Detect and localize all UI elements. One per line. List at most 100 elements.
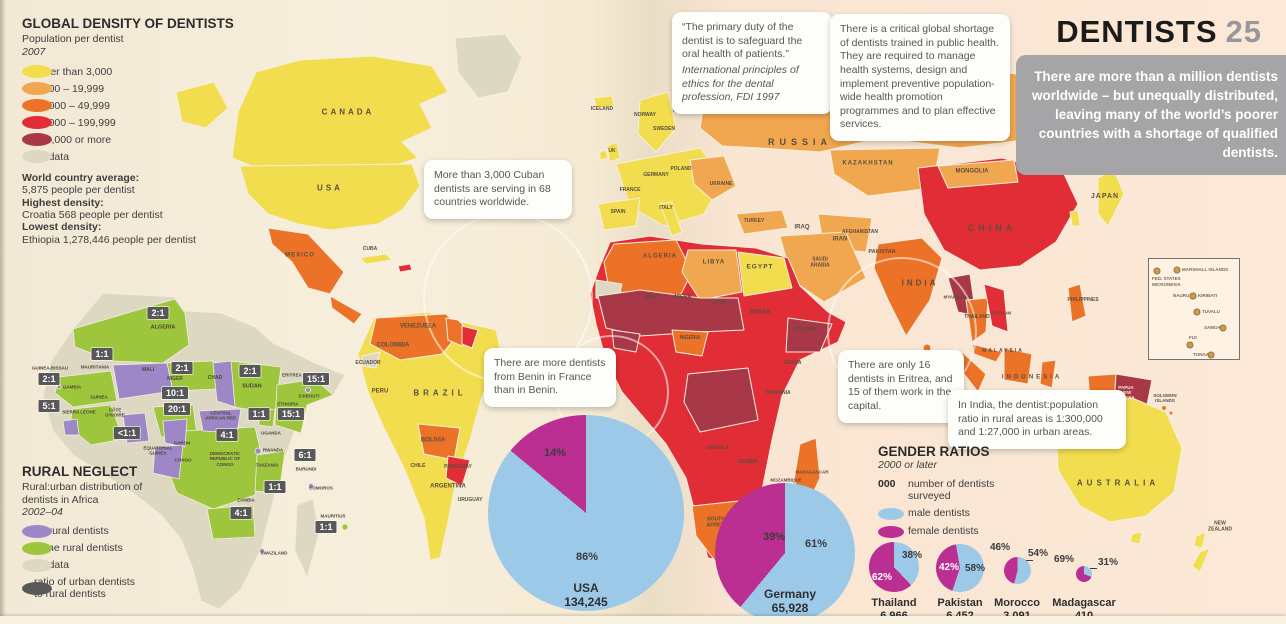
female-label: female dentists — [908, 525, 979, 538]
pacific-inset-box: MARSHALL ISLANDS FED. STATES MICRONESIA … — [1148, 258, 1240, 360]
map-country-label: AUSTRALIA — [1076, 478, 1160, 488]
country-mongolia — [937, 159, 1019, 189]
map-country-label: CUBA — [362, 246, 378, 253]
map-country-label: SOLOMON ISLANDS — [1153, 392, 1177, 403]
country-alaska — [175, 81, 229, 129]
callout-india: In India, the dentist:population ratio i… — [948, 390, 1126, 449]
island-label: SAMOA — [1204, 325, 1221, 330]
legend-item: fewer than 3,000 — [22, 65, 252, 79]
map-country-label: IRAQ — [794, 224, 810, 231]
map-country-label: VENEZUELA — [399, 323, 437, 330]
map-country-label: ECUADOR — [355, 360, 381, 367]
ratio-badge: 2:1 — [239, 365, 261, 377]
legend-swatch — [22, 150, 52, 164]
pie-germany-total: 65,928 — [771, 601, 809, 616]
pie-madagascar-leader — [1090, 568, 1097, 569]
summary-text: There are more than a million dentists w… — [1031, 69, 1278, 160]
map-country-label: ANGOLA — [707, 445, 729, 452]
inset-gambia-dot — [56, 384, 62, 390]
pie-madagascar-female-pct: 69% — [1054, 554, 1075, 565]
india-text: In India, the dentist:population ratio i… — [958, 399, 1103, 439]
map-country-label: PAPUA NEW GUINEA — [1117, 385, 1135, 401]
map-country-label: PHILIPPINES — [1067, 297, 1099, 304]
density-stat-value: Ethiopia 1,278,446 people per dentist — [22, 233, 196, 246]
density-stat-label: Lowest density: — [22, 221, 102, 234]
legend-swatch — [22, 82, 52, 96]
density-stat-value: Croatia 568 people per dentist — [22, 209, 163, 222]
legend-item: ratio of urban dentists to rural dentist… — [22, 576, 182, 600]
map-country-label: ZAMBIA — [738, 459, 758, 466]
map-country-label: SOUTH AFRICA — [706, 516, 726, 528]
male-label: male dentists — [908, 507, 970, 520]
callout-eritrea: There are only 16 dentists in Eritrea, a… — [838, 350, 964, 423]
country-ethiopia — [785, 317, 833, 353]
pie-pakistan-male-pct: 58% — [965, 563, 986, 574]
map-country-label: KAZAKHSTAN — [842, 160, 894, 167]
gender-ratios-title: GENDER RATIOS — [878, 444, 990, 459]
pie-thailand-figure: 38% 62% Thailand 6,966 — [860, 540, 928, 624]
island-dot — [1153, 267, 1161, 275]
island-label: TONGA — [1193, 352, 1210, 357]
map-country-label: TURKEY — [743, 218, 765, 225]
pie-usa-female-pct: 14% — [544, 447, 567, 459]
map-country-label: GERMANY — [643, 172, 669, 179]
legend-swatch — [22, 65, 52, 79]
inset-country-label: CENTRAL AFRICAN REP. — [205, 410, 237, 421]
legend-item-label: 200,000 or more — [34, 133, 112, 146]
island-dot — [1173, 266, 1181, 274]
country-egypt — [737, 251, 793, 297]
gender-ratios-year: 2000 or later — [878, 459, 937, 471]
pie-madagascar-male-pct: 31% — [1098, 557, 1119, 568]
ratio-badge: 2:1 — [147, 307, 169, 319]
pie-thailand-female-pct: 62% — [872, 572, 893, 583]
density-legend: GLOBAL DENSITY OF DENTISTS Population pe… — [22, 16, 252, 246]
legend-swatch — [22, 116, 52, 130]
inset-cameroon-purple — [162, 418, 188, 448]
inset-country-label: BURUNDI — [295, 466, 317, 472]
ratio-badge: 1:1 — [248, 408, 270, 420]
pie-germany-name: Germany — [763, 587, 817, 601]
pie-germany-caption: Germany 65,928 — [740, 587, 840, 616]
inset-country-label: RWANDA — [262, 447, 284, 453]
map-country-label: CHINA — [967, 222, 1017, 233]
pie-madagascar-figure: 69% 31% Madagascar 410 — [1046, 540, 1122, 624]
eritrea-text: There are only 16 dentists in Eritrea, a… — [848, 359, 953, 412]
country-libya — [681, 249, 743, 301]
density-stat: Highest density: Croatia 568 people per … — [22, 197, 252, 222]
country-ireland — [599, 149, 609, 161]
pie-morocco-leader — [1026, 560, 1033, 561]
island-dot — [1193, 308, 1201, 316]
inset-country-label: UGANDA — [261, 430, 281, 436]
pie-morocco-figure: 46% 54% Morocco 3,091 — [988, 540, 1048, 624]
density-stat: Lowest density: Ethiopia 1,278,446 peopl… — [22, 221, 252, 246]
pie-madagascar — [1076, 566, 1092, 582]
map-country-label: ARGENTINA — [430, 483, 466, 490]
country-greenland — [454, 33, 523, 99]
map-country-label: FRANCE — [619, 187, 641, 194]
callout-cuba: More than 3,000 Cuban dentists are servi… — [424, 160, 572, 219]
inset-country-label: SIERRA LEONE — [62, 409, 96, 415]
ratio-badge: 5:1 — [38, 400, 60, 412]
region-central-america — [329, 295, 363, 325]
legend-item: 50,000 – 199,999 — [22, 116, 252, 130]
rural-neglect-subtitle: Rural:urban distribution of dentists in … — [22, 481, 143, 506]
map-country-label: ETHIOPIA — [794, 327, 818, 334]
map-country-label: KENYA — [784, 360, 802, 367]
map-country-label: CHAD — [711, 298, 727, 305]
map-country-label: UK — [608, 148, 616, 155]
rural-neglect-items: no rural dentists some rural dentists no… — [22, 524, 182, 600]
map-country-label: USA — [317, 183, 343, 193]
country-mexico — [267, 227, 345, 295]
map-country-label: MALI — [644, 294, 660, 301]
callout-shortage: There is a critical global shortage of d… — [830, 14, 1010, 142]
map-country-label: THAILAND — [964, 314, 990, 321]
country-india — [873, 237, 943, 337]
inset-djibouti-dot — [305, 387, 311, 393]
legend-swatch — [22, 133, 52, 147]
map-country-label: PAKISTAN — [868, 248, 896, 255]
pie-morocco-name: Morocco — [994, 597, 1040, 609]
ratio-badge: 2:1 — [38, 373, 60, 385]
female-swatch — [878, 526, 904, 539]
inset-country-label: SWAZILAND — [260, 550, 288, 556]
